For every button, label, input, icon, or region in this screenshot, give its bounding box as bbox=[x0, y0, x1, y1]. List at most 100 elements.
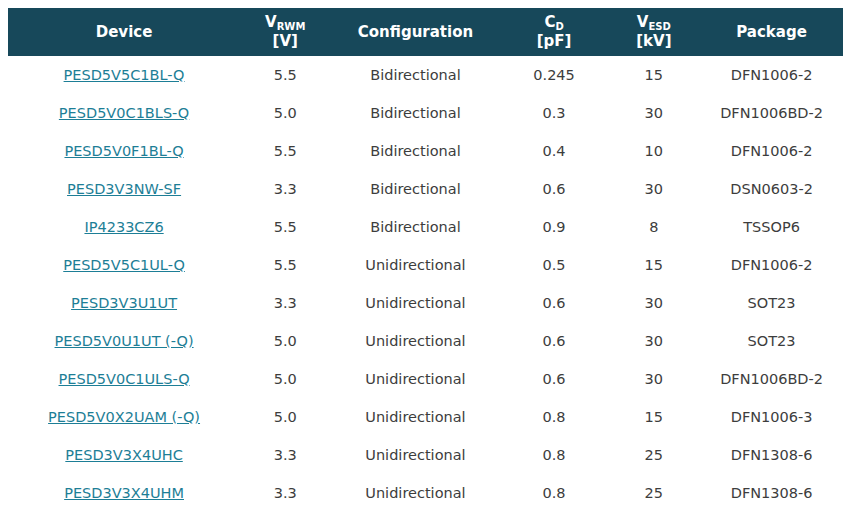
package-cell: SOT23 bbox=[700, 284, 843, 322]
device-link[interactable]: PESD3V3U1UT bbox=[71, 295, 177, 311]
package-cell: DFN1006-2 bbox=[700, 56, 843, 94]
table-row: PESD5V0F1BL-Q 5.5 Bidirectional 0.4 10 D… bbox=[8, 132, 843, 170]
table-row: PESD5V0U1UT (-Q) 5.0 Unidirectional 0.6 … bbox=[8, 322, 843, 360]
device-link[interactable]: PESD3V3X4UHM bbox=[64, 485, 184, 501]
cd-cell: 0.9 bbox=[501, 208, 608, 246]
device-link[interactable]: PESD5V0C1ULS-Q bbox=[59, 371, 190, 387]
table-row: PESD5V5C1BL-Q 5.5 Bidirectional 0.245 15… bbox=[8, 56, 843, 94]
device-cell: PESD3V3U1UT bbox=[8, 284, 240, 322]
device-cell: PESD3V3NW-SF bbox=[8, 170, 240, 208]
column-header-configuration: Configuration bbox=[330, 8, 500, 56]
device-link[interactable]: PESD3V3NW-SF bbox=[67, 181, 181, 197]
device-cell: PESD5V0U1UT (-Q) bbox=[8, 322, 240, 360]
column-header-package: Package bbox=[700, 8, 843, 56]
device-comparison-table-container: Device VRWM [V] Configuration CD [pF] VE… bbox=[8, 8, 843, 512]
table-row: PESD3V3X4UHC 3.3 Unidirectional 0.8 25 D… bbox=[8, 436, 843, 474]
vesd-cell: 30 bbox=[608, 170, 701, 208]
cd-cell: 0.8 bbox=[501, 474, 608, 512]
device-cell: PESD5V0F1BL-Q bbox=[8, 132, 240, 170]
vrwm-cell: 5.0 bbox=[240, 94, 330, 132]
configuration-cell: Unidirectional bbox=[330, 322, 500, 360]
package-cell: DSN0603-2 bbox=[700, 170, 843, 208]
table-row: PESD5V0C1BLS-Q 5.0 Bidirectional 0.3 30 … bbox=[8, 94, 843, 132]
column-header-device: Device bbox=[8, 8, 240, 56]
vesd-cell: 30 bbox=[608, 322, 701, 360]
column-header-vrwm: VRWM [V] bbox=[240, 8, 330, 56]
cd-cell: 0.6 bbox=[501, 322, 608, 360]
column-header-cd-subscript: D bbox=[555, 21, 563, 32]
column-header-vesd-unit: [kV] bbox=[636, 32, 671, 50]
table-row: PESD5V0C1ULS-Q 5.0 Unidirectional 0.6 30… bbox=[8, 360, 843, 398]
package-cell: SOT23 bbox=[700, 322, 843, 360]
table-header: Device VRWM [V] Configuration CD [pF] VE… bbox=[8, 8, 843, 56]
table-row: PESD3V3X4UHM 3.3 Unidirectional 0.8 25 D… bbox=[8, 474, 843, 512]
device-link[interactable]: PESD5V0C1BLS-Q bbox=[59, 105, 189, 121]
vesd-cell: 10 bbox=[608, 132, 701, 170]
vrwm-cell: 5.5 bbox=[240, 208, 330, 246]
configuration-cell: Bidirectional bbox=[330, 94, 500, 132]
cd-cell: 0.5 bbox=[501, 246, 608, 284]
configuration-cell: Unidirectional bbox=[330, 436, 500, 474]
configuration-cell: Bidirectional bbox=[330, 132, 500, 170]
package-cell: DFN1308-6 bbox=[700, 436, 843, 474]
package-cell: TSSOP6 bbox=[700, 208, 843, 246]
column-header-package-label: Package bbox=[736, 23, 807, 41]
package-cell: DFN1006-3 bbox=[700, 398, 843, 436]
package-cell: DFN1308-6 bbox=[700, 474, 843, 512]
device-cell: PESD3V3X4UHM bbox=[8, 474, 240, 512]
table-row: PESD3V3U1UT 3.3 Unidirectional 0.6 30 SO… bbox=[8, 284, 843, 322]
device-cell: PESD5V0C1ULS-Q bbox=[8, 360, 240, 398]
vrwm-cell: 5.0 bbox=[240, 360, 330, 398]
vrwm-cell: 5.5 bbox=[240, 246, 330, 284]
vesd-cell: 15 bbox=[608, 398, 701, 436]
column-header-cd-unit: [pF] bbox=[537, 32, 572, 50]
column-header-vrwm-unit: [V] bbox=[273, 32, 298, 50]
configuration-cell: Unidirectional bbox=[330, 246, 500, 284]
device-cell: PESD5V0C1BLS-Q bbox=[8, 94, 240, 132]
table-row: PESD5V5C1UL-Q 5.5 Unidirectional 0.5 15 … bbox=[8, 246, 843, 284]
table-row: IP4233CZ6 5.5 Bidirectional 0.9 8 TSSOP6 bbox=[8, 208, 843, 246]
vesd-cell: 25 bbox=[608, 436, 701, 474]
column-header-vesd-symbol: V bbox=[637, 13, 649, 31]
vesd-cell: 15 bbox=[608, 246, 701, 284]
device-link[interactable]: PESD5V0X2UAM (-Q) bbox=[48, 409, 200, 425]
configuration-cell: Bidirectional bbox=[330, 208, 500, 246]
vesd-cell: 25 bbox=[608, 474, 701, 512]
package-cell: DFN1006BD-2 bbox=[700, 94, 843, 132]
device-link[interactable]: PESD3V3X4UHC bbox=[65, 447, 182, 463]
device-link[interactable]: PESD5V0U1UT (-Q) bbox=[55, 333, 194, 349]
cd-cell: 0.6 bbox=[501, 360, 608, 398]
configuration-cell: Unidirectional bbox=[330, 284, 500, 322]
vesd-cell: 8 bbox=[608, 208, 701, 246]
column-header-configuration-label: Configuration bbox=[358, 23, 473, 41]
vrwm-cell: 3.3 bbox=[240, 284, 330, 322]
device-link[interactable]: PESD5V5C1UL-Q bbox=[63, 257, 185, 273]
device-link[interactable]: IP4233CZ6 bbox=[84, 219, 163, 235]
column-header-vesd: VESD [kV] bbox=[608, 8, 701, 56]
table-header-row: Device VRWM [V] Configuration CD [pF] VE… bbox=[8, 8, 843, 56]
table-row: PESD5V0X2UAM (-Q) 5.0 Unidirectional 0.8… bbox=[8, 398, 843, 436]
cd-cell: 0.4 bbox=[501, 132, 608, 170]
configuration-cell: Bidirectional bbox=[330, 170, 500, 208]
device-link[interactable]: PESD5V5C1BL-Q bbox=[64, 67, 185, 83]
vrwm-cell: 3.3 bbox=[240, 170, 330, 208]
column-header-cd-symbol: C bbox=[544, 13, 555, 31]
configuration-cell: Unidirectional bbox=[330, 474, 500, 512]
configuration-cell: Bidirectional bbox=[330, 56, 500, 94]
configuration-cell: Unidirectional bbox=[330, 360, 500, 398]
configuration-cell: Unidirectional bbox=[330, 398, 500, 436]
cd-cell: 0.6 bbox=[501, 170, 608, 208]
vesd-cell: 30 bbox=[608, 94, 701, 132]
package-cell: DFN1006-2 bbox=[700, 246, 843, 284]
cd-cell: 0.3 bbox=[501, 94, 608, 132]
package-cell: DFN1006BD-2 bbox=[700, 360, 843, 398]
device-comparison-table: Device VRWM [V] Configuration CD [pF] VE… bbox=[8, 8, 843, 512]
device-link[interactable]: PESD5V0F1BL-Q bbox=[64, 143, 183, 159]
device-cell: PESD5V5C1BL-Q bbox=[8, 56, 240, 94]
cd-cell: 0.8 bbox=[501, 436, 608, 474]
column-header-cd: CD [pF] bbox=[501, 8, 608, 56]
device-cell: IP4233CZ6 bbox=[8, 208, 240, 246]
vrwm-cell: 5.0 bbox=[240, 398, 330, 436]
device-cell: PESD5V0X2UAM (-Q) bbox=[8, 398, 240, 436]
vesd-cell: 15 bbox=[608, 56, 701, 94]
